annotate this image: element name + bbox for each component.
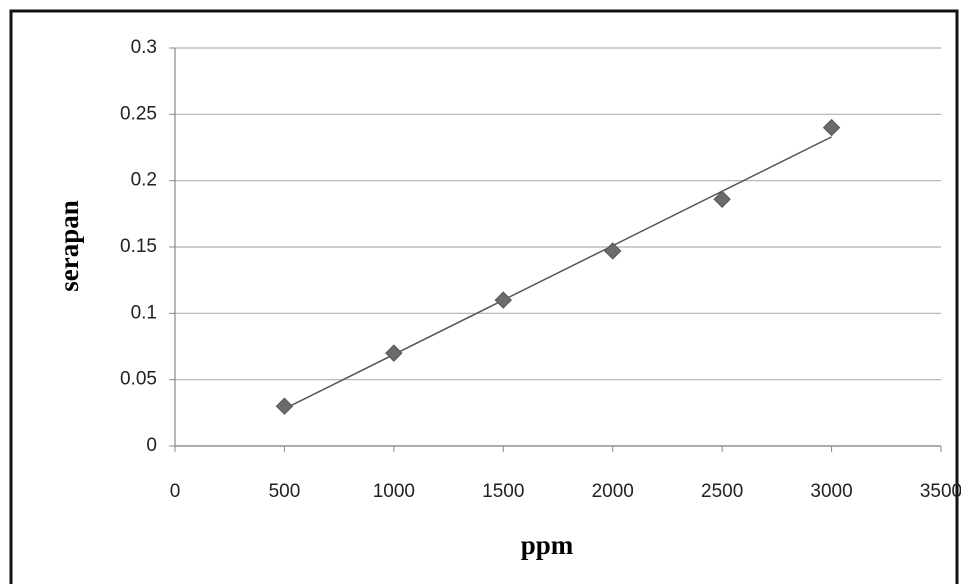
- x-tick-label: 1000: [373, 481, 415, 502]
- y-tick-label: 0.05: [120, 369, 157, 390]
- y-tick-label: 0.3: [131, 37, 157, 58]
- y-tick-label: 0.15: [120, 236, 157, 257]
- data-point: [604, 242, 622, 260]
- data-point: [385, 344, 403, 362]
- x-tick-label: 2500: [701, 481, 743, 502]
- x-tick-label: 1500: [482, 481, 524, 502]
- trendline: [284, 136, 832, 410]
- data-point: [822, 118, 841, 137]
- y-tick-label: 0: [146, 435, 157, 456]
- data-point: [275, 397, 294, 415]
- y-tick-label: 0.2: [131, 170, 157, 191]
- y-axis-title: serapan: [54, 200, 84, 292]
- data-point: [713, 190, 731, 208]
- data-point: [494, 291, 512, 309]
- x-tick-label: 3000: [810, 481, 852, 502]
- x-tick-label: 2000: [592, 481, 634, 502]
- y-tick-label: 0.25: [120, 103, 157, 124]
- x-axis-title: ppm: [521, 530, 574, 560]
- x-tick-label: 0: [170, 481, 181, 502]
- x-tick-label: 500: [269, 481, 301, 502]
- chart-border: [9, 9, 959, 584]
- x-tick-label: 3500: [920, 481, 961, 502]
- y-tick-label: 0.1: [131, 302, 157, 323]
